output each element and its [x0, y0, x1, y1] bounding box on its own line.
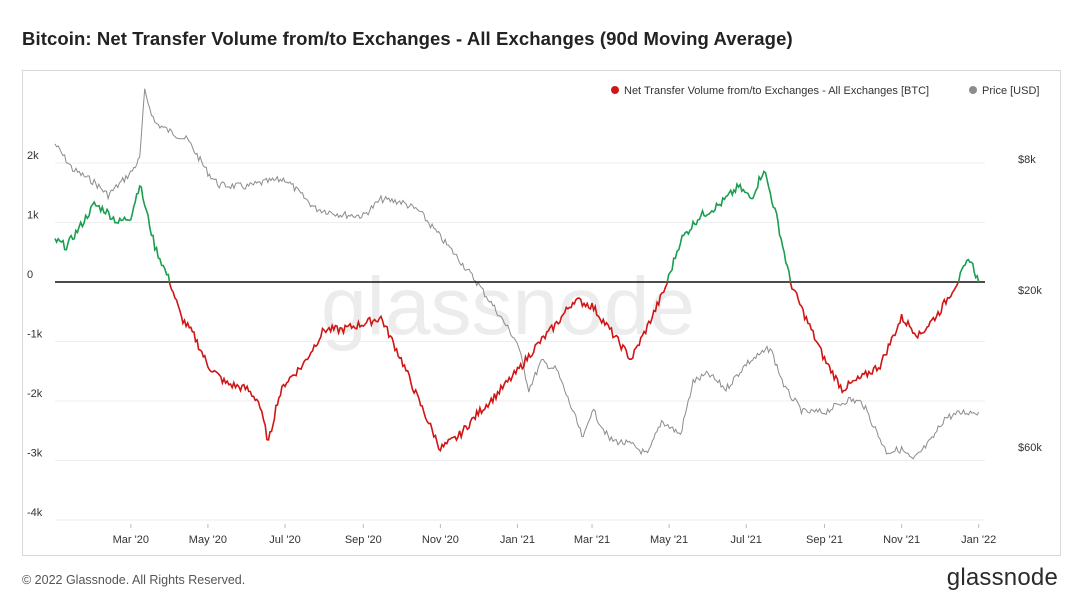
right-tick-label: $8k: [1018, 154, 1036, 166]
legend-swatch-net-transfer: [611, 86, 619, 94]
right-tick-label: $20k: [1018, 285, 1042, 297]
net-transfer-positive-segment: [957, 258, 980, 283]
x-tick-label: Sep '21: [806, 534, 843, 546]
x-tick-label: Jul '21: [730, 534, 761, 546]
x-tick-label: May '20: [189, 534, 227, 546]
net-transfer-negative-segment: [789, 281, 960, 394]
legend-label-price[interactable]: Price [USD]: [982, 85, 1039, 97]
left-tick-label: -1k: [27, 329, 43, 341]
left-tick-label: 2k: [27, 150, 39, 162]
footer-copyright: © 2022 Glassnode. All Rights Reserved.: [22, 573, 246, 587]
left-tick-label: 1k: [27, 210, 39, 222]
left-tick-label: -2k: [27, 388, 43, 400]
left-tick-label: -3k: [27, 448, 43, 460]
x-axis: Mar '20 May '20 Jul '20 Sep '20 Nov '20 Jan '…: [113, 524, 996, 546]
glassnode-logo[interactable]: glassnode: [946, 564, 1058, 591]
grid-lines: [55, 162, 985, 521]
net-transfer-positive-segment: [666, 170, 792, 283]
page-title: Bitcoin: Net Transfer Volume from/to Exc…: [22, 28, 793, 49]
right-tick-label: $60k: [1018, 442, 1042, 454]
net-transfer-positive-segment: [54, 184, 171, 283]
x-tick-label: Jul '20: [269, 534, 300, 546]
net-transfer-series: [54, 170, 980, 453]
watermark-text: glassnode: [321, 261, 695, 352]
net-transfer-negative-segment: [168, 281, 669, 453]
right-axis: $60k$20k$8k$4k: [1018, 55, 1042, 454]
price-line: [54, 88, 980, 460]
x-tick-label: Nov '20: [422, 534, 459, 546]
left-tick-label: -4k: [27, 507, 43, 519]
x-tick-label: Jan '22: [961, 534, 996, 546]
left-tick-label: 0: [27, 269, 33, 281]
x-tick-label: Nov '21: [883, 534, 920, 546]
x-tick-label: Jan '21: [500, 534, 535, 546]
price-series: [54, 88, 980, 460]
x-tick-label: Sep '20: [345, 534, 382, 546]
left-axis: 2k 1k 0 -1k -2k -3k -4k: [27, 150, 43, 519]
x-tick-label: Mar '20: [113, 534, 149, 546]
x-tick-label: Mar '21: [574, 534, 610, 546]
x-tick-label: May '21: [650, 534, 688, 546]
legend-swatch-price: [969, 86, 977, 94]
legend[interactable]: Net Transfer Volume from/to Exchanges - …: [611, 85, 1039, 97]
legend-label-net-transfer[interactable]: Net Transfer Volume from/to Exchanges - …: [624, 85, 929, 97]
